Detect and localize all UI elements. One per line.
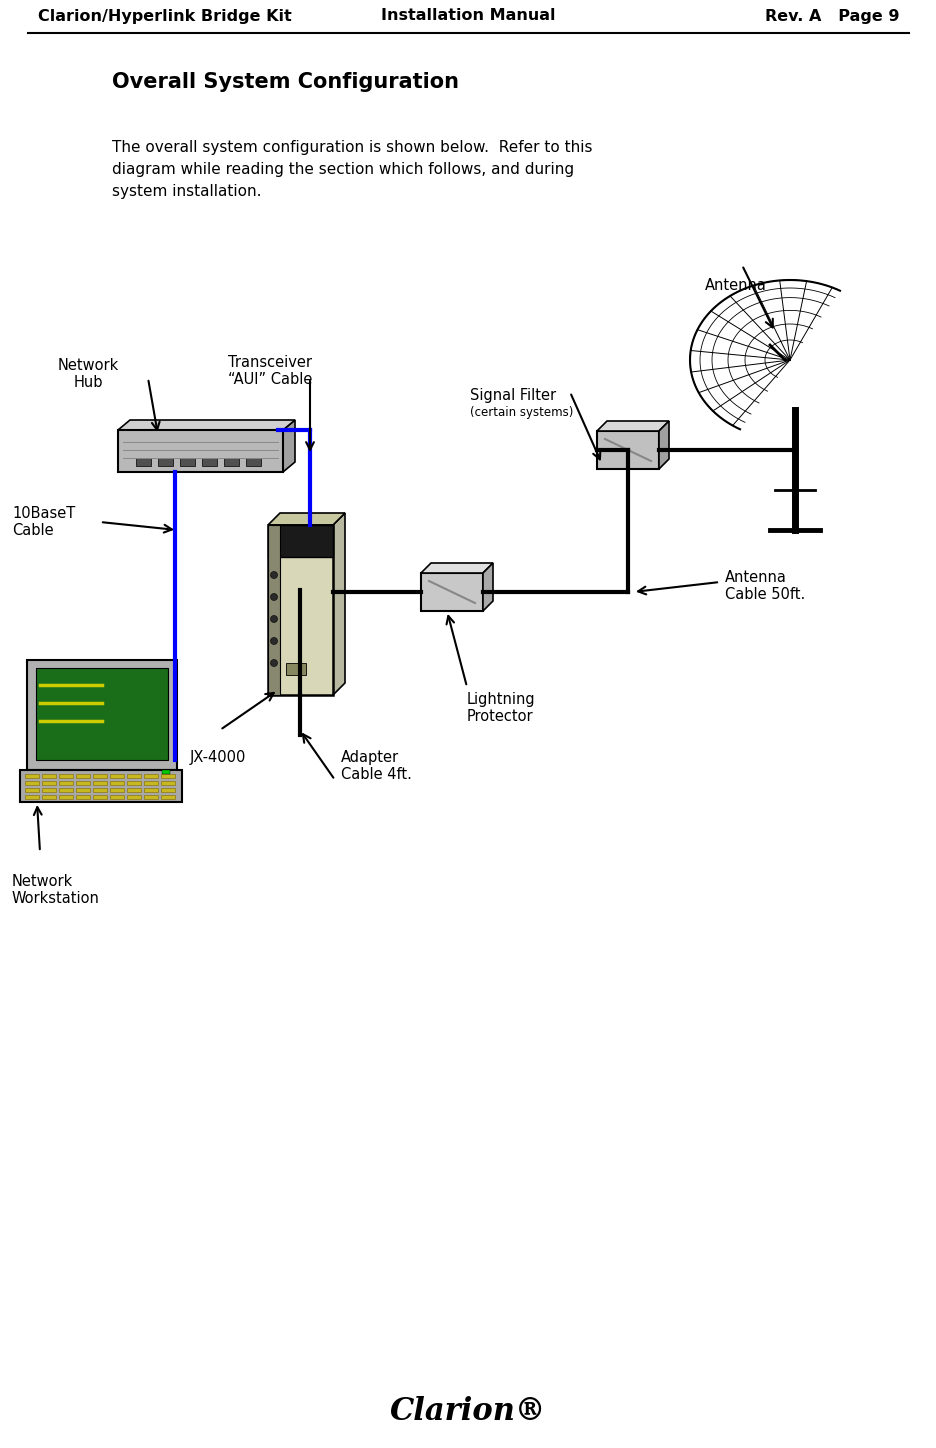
Bar (161, 775, 175, 778)
Bar (180, 458, 195, 466)
Text: diagram while reading the section which follows, and during: diagram while reading the section which … (112, 162, 574, 177)
Text: Transceiver
“AUI” Cable: Transceiver “AUI” Cable (227, 355, 312, 388)
Text: 10BaseT
Cable: 10BaseT Cable (12, 505, 75, 539)
Bar (162, 770, 169, 775)
Bar (110, 795, 124, 799)
Bar (76, 795, 90, 799)
Polygon shape (658, 421, 668, 469)
Bar (25, 795, 39, 799)
Bar (118, 430, 283, 472)
Text: Rev. A   Page 9: Rev. A Page 9 (765, 9, 899, 23)
Polygon shape (118, 420, 295, 430)
Polygon shape (268, 513, 344, 526)
Bar (76, 780, 90, 785)
Bar (127, 780, 140, 785)
Polygon shape (420, 563, 492, 573)
Bar (136, 458, 151, 466)
Bar (224, 458, 239, 466)
Bar (161, 780, 175, 785)
Bar (144, 788, 158, 792)
Bar (202, 458, 217, 466)
Bar (42, 788, 56, 792)
Polygon shape (482, 563, 492, 611)
Text: (certain systems): (certain systems) (470, 405, 573, 418)
Bar (42, 775, 56, 778)
Circle shape (271, 615, 277, 623)
Polygon shape (20, 770, 182, 802)
Bar (285, 663, 306, 675)
Bar (268, 526, 332, 557)
Text: Antenna
Cable 50ft.: Antenna Cable 50ft. (724, 571, 804, 602)
Text: Signal Filter: Signal Filter (470, 388, 556, 403)
Text: Network
Hub: Network Hub (57, 358, 119, 391)
Bar (42, 795, 56, 799)
Bar (127, 788, 140, 792)
Bar (268, 526, 280, 695)
Bar (110, 788, 124, 792)
Bar (144, 775, 158, 778)
Text: Overall System Configuration: Overall System Configuration (112, 72, 459, 93)
Bar (158, 458, 173, 466)
Bar (127, 795, 140, 799)
Circle shape (271, 594, 277, 601)
Bar (110, 775, 124, 778)
Bar (161, 788, 175, 792)
Bar (59, 795, 73, 799)
Text: The overall system configuration is shown below.  Refer to this: The overall system configuration is show… (112, 140, 592, 155)
Bar (93, 788, 107, 792)
Text: Clarion®: Clarion® (389, 1396, 546, 1428)
Polygon shape (283, 420, 295, 472)
Circle shape (271, 637, 277, 644)
Circle shape (271, 659, 277, 666)
Bar (25, 780, 39, 785)
Text: system installation.: system installation. (112, 184, 261, 198)
Polygon shape (332, 513, 344, 695)
Bar (59, 780, 73, 785)
Text: Network
Workstation: Network Workstation (12, 875, 100, 906)
Bar (127, 775, 140, 778)
Bar (420, 573, 482, 611)
Bar (93, 775, 107, 778)
Text: Installation Manual: Installation Manual (380, 9, 555, 23)
Bar (596, 432, 658, 469)
Bar (76, 788, 90, 792)
Polygon shape (27, 660, 177, 770)
Bar (36, 668, 168, 760)
Bar (93, 780, 107, 785)
Bar (110, 780, 124, 785)
Text: Lightning
Protector: Lightning Protector (466, 692, 535, 724)
Bar (25, 775, 39, 778)
Bar (42, 780, 56, 785)
Text: Adapter
Cable 4ft.: Adapter Cable 4ft. (341, 750, 412, 782)
Text: Clarion/Hyperlink Bridge Kit: Clarion/Hyperlink Bridge Kit (38, 9, 291, 23)
Bar (59, 775, 73, 778)
Bar (161, 795, 175, 799)
Bar (59, 788, 73, 792)
Bar (246, 458, 261, 466)
Bar (25, 788, 39, 792)
Bar (76, 775, 90, 778)
Text: Antenna: Antenna (704, 278, 766, 292)
Bar (144, 780, 158, 785)
Bar (144, 795, 158, 799)
Bar (268, 526, 332, 695)
Circle shape (271, 572, 277, 579)
Text: JX-4000: JX-4000 (190, 750, 246, 765)
Polygon shape (596, 421, 668, 432)
Bar (93, 795, 107, 799)
